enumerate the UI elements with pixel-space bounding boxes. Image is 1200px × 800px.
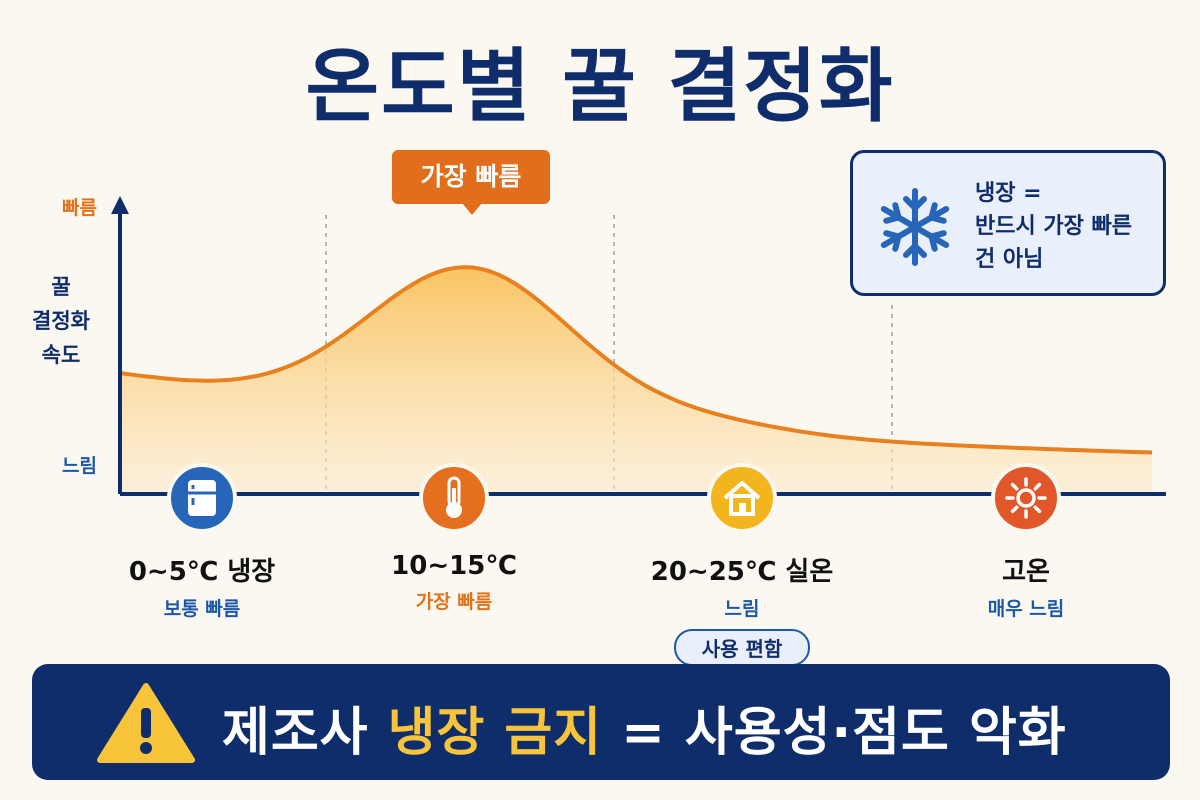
y-axis-bottom-label: 느림 bbox=[62, 455, 97, 477]
tick-label: 고온 bbox=[1002, 557, 1050, 587]
refrigeration-note: 냉장 = 반드시 가장 빠른 건 아님 bbox=[850, 150, 1166, 296]
peak-callout: 가장 빠름 bbox=[392, 150, 550, 215]
tick-label: 10~15℃ bbox=[391, 551, 517, 581]
snowflake-icon bbox=[880, 188, 950, 266]
note-line: 반드시 가장 빠른 bbox=[975, 214, 1132, 239]
banner-highlight: 냉장 금지 bbox=[387, 703, 603, 763]
tick-fridge: 0~5℃ 냉장 보통 빠름 bbox=[72, 463, 332, 621]
banner-prefix: 제조사 bbox=[222, 703, 369, 763]
tick-sun: 고온 매우 느림 bbox=[896, 463, 1156, 621]
tick-label: 20~25℃ 실온 bbox=[650, 557, 834, 587]
tick-house: 20~25℃ 실온 느림 사용 편함 bbox=[612, 463, 872, 666]
banner-text: 제조사 냉장 금지 = 사용성·점도 악화 bbox=[222, 690, 1067, 765]
ease-of-use-badge: 사용 편함 bbox=[673, 629, 811, 666]
y-axis-arrow bbox=[111, 196, 129, 214]
y-axis-title-line: 꿀 bbox=[51, 275, 71, 299]
tick-thermometer: 10~15℃ 가장 빠름 bbox=[324, 463, 584, 614]
y-axis-title-line: 속도 bbox=[41, 343, 81, 367]
warning-banner: 제조사 냉장 금지 = 사용성·점도 악화 bbox=[32, 664, 1170, 780]
tick-sub-label: 가장 빠름 bbox=[415, 591, 493, 613]
thermometer-icon bbox=[419, 463, 489, 533]
sun-icon bbox=[991, 463, 1061, 533]
banner-suffix: = 사용성·점도 악화 bbox=[621, 703, 1067, 763]
tick-label: 0~5℃ 냉장 bbox=[128, 557, 276, 587]
y-axis-title-line: 결정화 bbox=[32, 309, 90, 333]
note-line: 건 아님 bbox=[975, 247, 1044, 272]
tick-sub-label: 느림 bbox=[724, 598, 760, 620]
y-axis-title: 꿀 결정화 속도 bbox=[22, 270, 100, 372]
warning-icon bbox=[97, 683, 195, 763]
refrigerator-icon bbox=[167, 463, 237, 533]
note-line: 냉장 = bbox=[975, 181, 1042, 206]
speed-curve bbox=[119, 265, 1153, 455]
page-title: 온도별 꿀 결정화 bbox=[305, 40, 895, 133]
tick-sub-label: 매우 느림 bbox=[987, 598, 1065, 620]
house-icon bbox=[707, 463, 777, 533]
tick-sub-label: 보통 빠름 bbox=[163, 598, 241, 620]
y-axis-top-label: 빠름 bbox=[62, 197, 97, 219]
